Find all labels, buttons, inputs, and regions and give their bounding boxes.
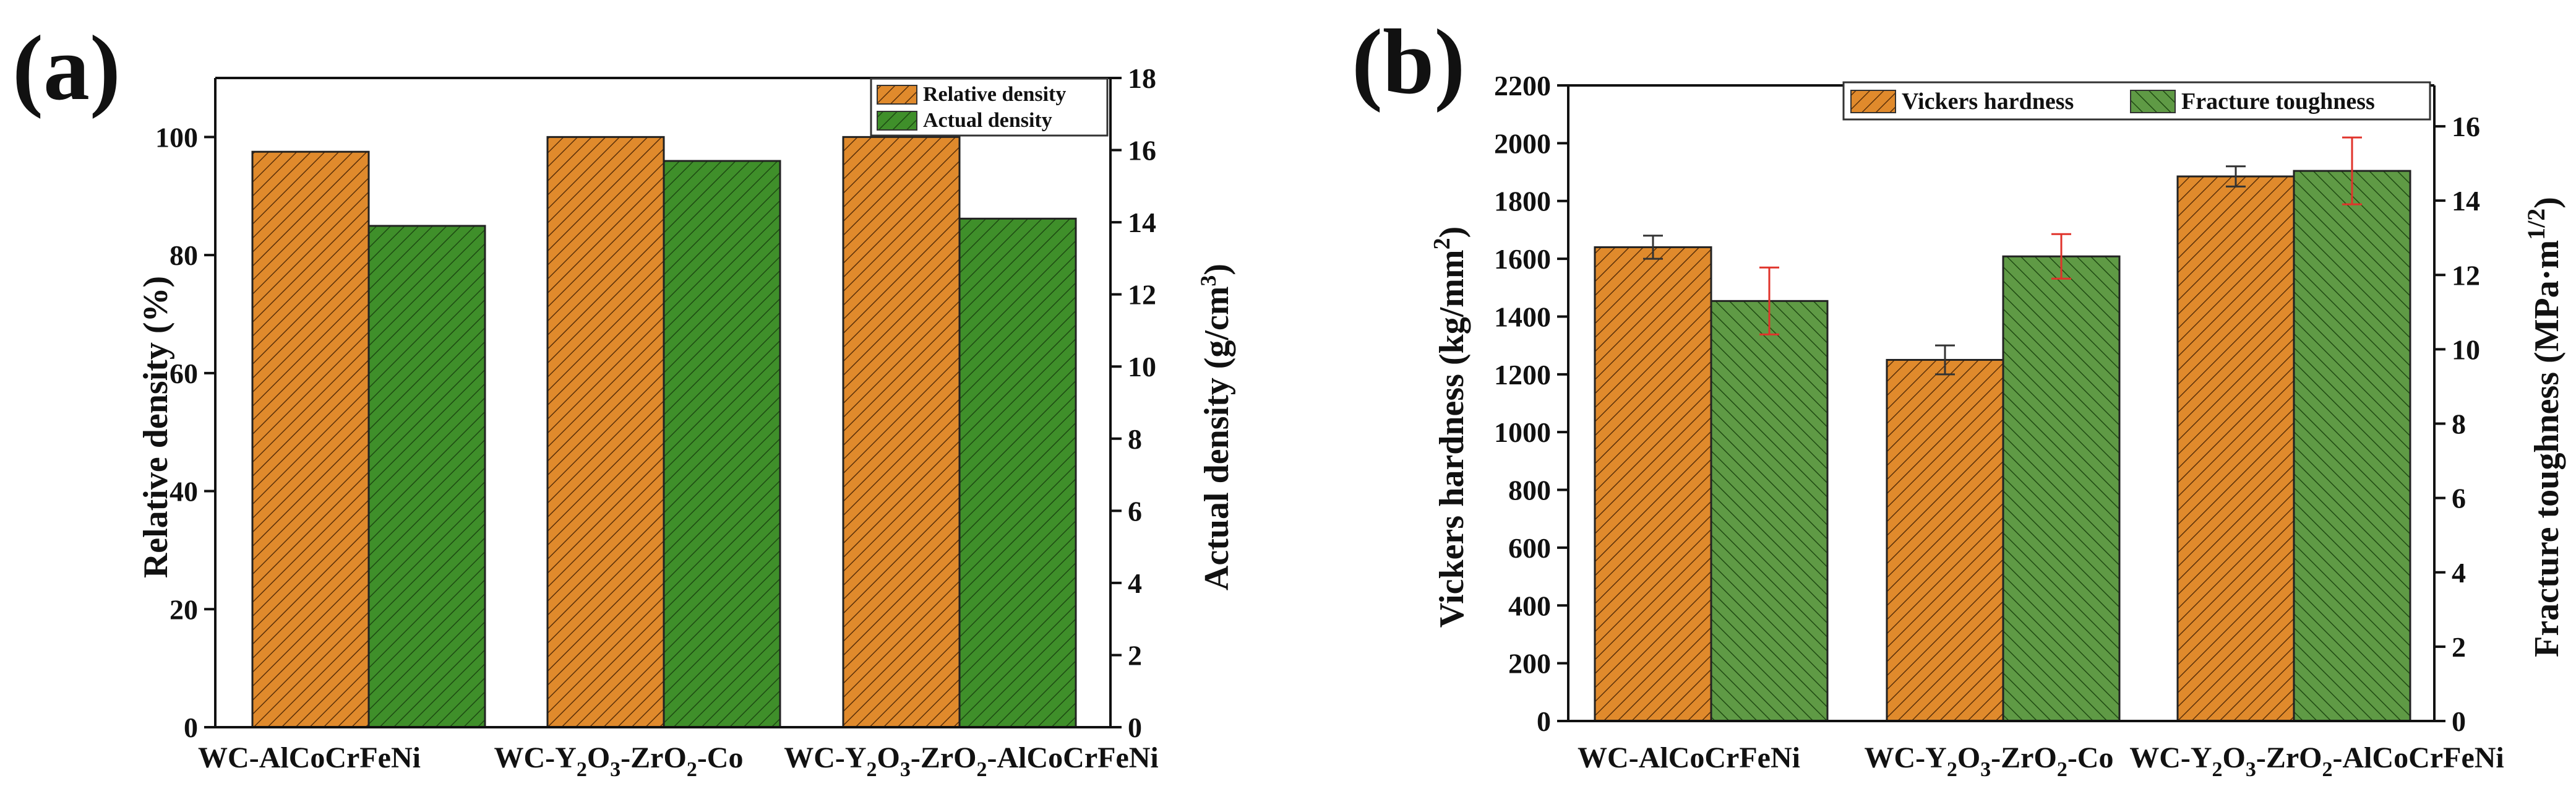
fracture-toughness-bar	[1710, 300, 1829, 722]
panel-b: (b) Vickers hardness (kg/mm2) Fracture t…	[1352, 11, 2566, 781]
panel-a-y-tick-label: 40	[170, 476, 198, 507]
panel-a-y2-tick-label: 10	[1128, 351, 1156, 382]
panel-b-y2-tick-label: 0	[2452, 706, 2466, 737]
panel-a-xtick-label: WC-Y2O3-ZrO2-Co	[494, 741, 744, 781]
panel-a-y2-tick-label: 6	[1128, 495, 1142, 527]
relative-density-bar	[251, 150, 370, 728]
vickers-hardness-bar	[1886, 358, 2004, 722]
panel-b-y2-ticks: 0 2 4 6 8 10 12 14 16	[2434, 111, 2480, 737]
panel-b-legend-swatch-toughness	[2130, 90, 2176, 113]
actual-density-bar	[663, 160, 781, 728]
panel-a-y-tick-label: 20	[170, 594, 198, 625]
panel-b-error-bars	[1643, 136, 2362, 376]
panel-b-y-ticks: 0 200 400 600 800 1000 1200 1400 1600 1800 2000 220…	[1494, 70, 1568, 737]
panel-b-legend-swatch-hardness	[1850, 90, 1896, 113]
panel-b-y-tick-label: 600	[1508, 532, 1551, 564]
panel-a-y2label: Actual density (g/cm3)	[1196, 264, 1236, 590]
panel-a-xtick-label: WC-AlCoCrFeNi	[198, 741, 421, 774]
panel-b-left-axis-title: Vickers hardness (kg/mm2)	[1429, 227, 1471, 628]
actual-density-bar	[367, 225, 486, 728]
panel-a-legend-relative: Relative density	[923, 83, 1066, 106]
panel-b-bars	[1594, 170, 2411, 722]
panel-a-y-ticks: 0 20 40 60 80 100	[155, 121, 215, 743]
panel-a-y2-ticks: 0 2 4 6 8 10 12 14 16 18	[1110, 63, 1156, 743]
panel-a-right-axis-title: Actual density (g/cm3)	[1196, 264, 1236, 590]
panel-a-y-tick-label: 80	[170, 240, 198, 271]
panel-b-y-tick-label: 2200	[1494, 70, 1551, 101]
panel-a-xtick-label: WC-Y2O3-ZrO2-AlCoCrFeNi	[784, 741, 1159, 781]
panel-b-y2-tick-label: 10	[2452, 334, 2480, 365]
panel-b-x-labels: WC-AlCoCrFeNi WC-Y2O3-ZrO2-Co WC-Y2O3-Zr…	[1578, 741, 2504, 781]
panel-b-y-tick-label: 1600	[1494, 243, 1551, 275]
panel-b-ylabel-superscript: 2	[1429, 238, 1455, 249]
panel-b-y-tick-label: 1000	[1494, 417, 1551, 448]
panel-a-legend-swatch-actual	[877, 111, 917, 131]
panel-b-y2-tick-label: 4	[2452, 557, 2466, 589]
panel-a-y-tick-label: 60	[170, 358, 198, 389]
panel-b-y-tick-label: 1800	[1494, 186, 1551, 217]
panel-b-xtick-label: WC-Y2O3-ZrO2-AlCoCrFeNi	[2129, 741, 2504, 781]
panel-b-label: (b)	[1352, 11, 1465, 113]
panel-b-legend-toughness: Fracture toughness	[2181, 89, 2375, 114]
panel-b-y-tick-label: 800	[1508, 475, 1551, 506]
panel-b-legend: Vickers hardness Fracture toughness	[1842, 81, 2431, 121]
panel-b-y-tick-label: 2000	[1494, 127, 1551, 159]
panel-b-y2-tick-label: 2	[2452, 631, 2466, 663]
panel-a-bars	[251, 136, 1077, 728]
panel-a-y2label-superscript: 3	[1196, 275, 1221, 287]
panel-a-y2-tick-label: 18	[1128, 63, 1156, 94]
panel-b-legend-hardness: Vickers hardness	[1902, 89, 2074, 114]
panel-b-xtick-label: WC-Y2O3-ZrO2-Co	[1865, 741, 2114, 781]
panel-b-right-axis-title: Fracture toughness (MPa·m1/2)	[2522, 197, 2566, 657]
panel-a-legend: Relative density Actual density	[870, 77, 1109, 137]
panel-a-legend-swatch-relative	[877, 85, 917, 105]
panel-a-label: (a)	[12, 17, 121, 119]
panel-a-y2-tick-label: 4	[1128, 568, 1142, 599]
panel-b-y2label: Fracture toughness (MPa·m1/2)	[2522, 197, 2566, 657]
panel-b-y-tick-label: 0	[1537, 706, 1551, 737]
relative-density-bar	[842, 136, 961, 728]
panel-a-y2-tick-label: 14	[1128, 207, 1156, 238]
panel-b-y2-tick-label: 12	[2452, 259, 2480, 291]
panel-a-legend-actual: Actual density	[923, 109, 1052, 132]
panel-a-y2-tick-label: 2	[1128, 639, 1142, 671]
vickers-hardness-bar	[2176, 175, 2295, 722]
actual-density-bar	[958, 217, 1077, 728]
panel-b-y2-tick-label: 16	[2452, 111, 2480, 142]
panel-b-xtick-label: WC-AlCoCrFeNi	[1578, 741, 1800, 774]
panel-b-ylabel: Vickers hardness (kg/mm2)	[1429, 227, 1471, 628]
panel-b-y-tick-label: 400	[1508, 590, 1551, 621]
panel-b-y2-tick-label: 8	[2452, 408, 2466, 440]
panel-a-y2-tick-label: 8	[1128, 423, 1142, 455]
panel-a-y2-tick-label: 16	[1128, 135, 1156, 166]
fracture-toughness-bar	[2293, 170, 2411, 722]
panel-a-ylabel: Relative density (%)	[137, 276, 175, 578]
panel-a-y2-tick-label: 0	[1128, 712, 1142, 743]
fracture-toughness-bar	[2002, 255, 2121, 722]
panel-b-y2-tick-label: 14	[2452, 185, 2480, 217]
panel-b-y2-tick-label: 6	[2452, 483, 2466, 514]
vickers-hardness-bar	[1594, 246, 1712, 722]
panel-a-x-labels: WC-AlCoCrFeNi WC-Y2O3-ZrO2-Co WC-Y2O3-Zr…	[198, 741, 1159, 781]
panel-a: (a) Relative density (%) Actual density …	[12, 17, 1236, 781]
panel-a-y-tick-label: 0	[184, 712, 198, 743]
relative-density-bar	[546, 136, 665, 728]
panel-b-y2label-superscript: 1/2	[2522, 209, 2550, 240]
panel-a-left-axis-title: Relative density (%)	[137, 276, 175, 578]
panel-a-y-tick-label: 100	[155, 121, 198, 153]
panel-b-y-tick-label: 200	[1508, 648, 1551, 680]
panel-b-y-tick-label: 1200	[1494, 359, 1551, 391]
panel-a-y2-tick-label: 12	[1128, 279, 1156, 311]
panel-b-y-tick-label: 1400	[1494, 301, 1551, 332]
